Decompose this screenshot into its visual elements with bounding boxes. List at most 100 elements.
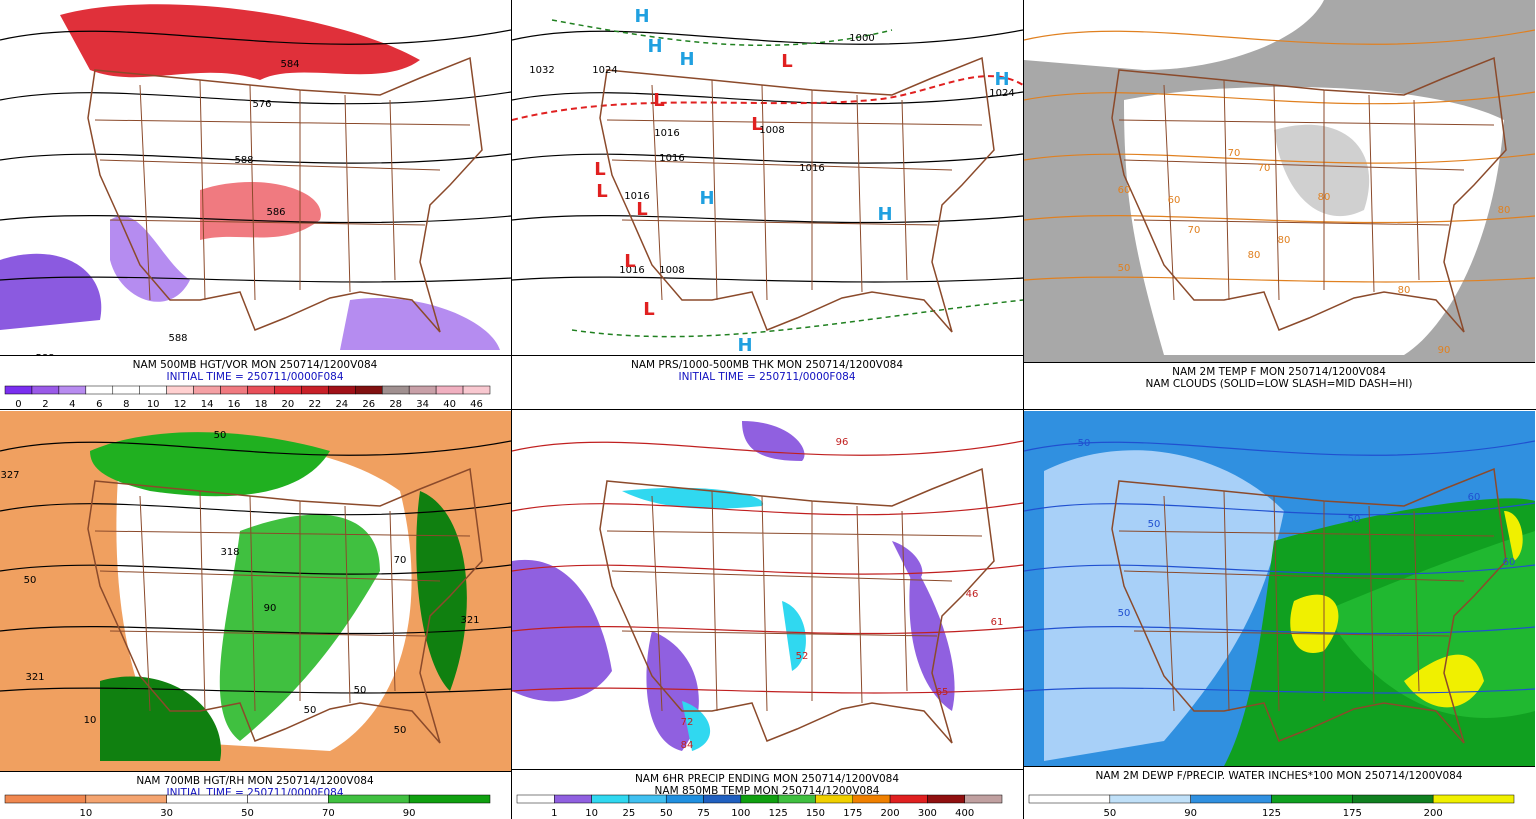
colorbar-swatch <box>112 385 140 395</box>
colorbar-label: 300 <box>918 808 937 819</box>
colorbar-swatch <box>554 794 592 804</box>
contour-label: 1024 <box>989 88 1014 99</box>
contour-label: 60 <box>1503 557 1516 568</box>
colorbar-swatch <box>740 794 779 804</box>
panel-caption: INITIAL TIME = 250711/0000F084 <box>678 371 855 383</box>
shaded-field <box>1324 531 1535 718</box>
colorbar-swatch <box>328 794 410 804</box>
colorbar-label: 12 <box>174 399 187 410</box>
colorbar-label: 46 <box>470 399 483 410</box>
panel-caption: INITIAL TIME = 250711/0000F084 <box>166 371 343 383</box>
colorbar-label: 24 <box>335 399 348 410</box>
low-pressure-label: L <box>636 199 647 220</box>
contour-label: 72 <box>681 717 694 728</box>
map-background <box>512 411 1023 769</box>
contour-label: 90 <box>1438 345 1451 356</box>
contour-line <box>1024 215 1535 224</box>
contour-line <box>0 626 511 635</box>
colorbar-label: 90 <box>403 808 416 819</box>
map-panel: 584 576 588 586 588 588 NAM 500MB HGT/VOR MON … <box>0 0 511 410</box>
shaded-field <box>512 559 955 751</box>
contour-label: 70 <box>1188 225 1201 236</box>
colorbar-swatch <box>193 385 221 395</box>
colorbar-label: 34 <box>416 399 429 410</box>
map-area: 327 321 50 318 50 90 321 70 50 50 50 10 <box>0 411 511 771</box>
panel-caption: NAM PRS/1000-500MB THK MON 250714/1200V0… <box>631 359 903 371</box>
colorbar-label: 6 <box>96 399 102 410</box>
shaded-field <box>200 181 321 240</box>
colorbar-label: 10 <box>147 399 160 410</box>
colorbar-swatch <box>1271 794 1353 804</box>
map-panel: 1032 1024 1016 1016 1016 1008 1000 1016 1008 1024… <box>512 0 1023 383</box>
panel-caption: NAM 850MB TEMP MON 250714/1200V084 <box>655 785 880 797</box>
colorbar-swatch <box>85 794 167 804</box>
contour-label: 50 <box>1078 438 1091 449</box>
colorbar-label: 2 <box>42 399 48 410</box>
shaded-field <box>742 421 923 581</box>
colorbar-swatch <box>408 385 437 395</box>
colorbar-label: 14 <box>201 399 214 410</box>
contour-label: 46 <box>966 589 979 600</box>
map-panel: 50 50 50 60 60 50 NAM 2M DEWP F/PRECIP. WATER … <box>1024 411 1535 819</box>
colorbar-label: 28 <box>389 399 402 410</box>
colorbar-swatch <box>139 385 167 395</box>
contour-label: 70 <box>1228 148 1241 159</box>
shaded-field <box>110 215 500 350</box>
colorbar-swatch <box>247 794 329 804</box>
contour-label: 588 <box>234 155 253 166</box>
colorbar-swatch <box>4 794 87 804</box>
contour-label: 80 <box>1398 285 1411 296</box>
contour-label: 60 <box>1168 195 1181 206</box>
contour-label: 10 <box>84 715 97 726</box>
colorbar-label: 26 <box>362 399 375 410</box>
contour-label: 1000 <box>849 33 874 44</box>
contour-label: 1008 <box>759 125 784 136</box>
country-outline <box>87 467 483 744</box>
contour-label: 50 <box>304 705 317 716</box>
contour-label: 588 <box>35 353 54 364</box>
contour-line <box>0 153 511 164</box>
colorbar-swatch <box>1432 794 1515 804</box>
high-pressure-label: H <box>737 335 752 356</box>
map-panel: 96 46 61 52 65 72 84 NAM 6HR PRECIP ENDING MON … <box>512 411 1023 819</box>
contour-label: 1008 <box>659 265 684 276</box>
colorbar-swatch <box>927 794 965 804</box>
contour-line <box>512 29 1023 45</box>
thickness-line <box>551 19 1023 338</box>
panel-caption: NAM CLOUDS (SOLID=LOW SLASH=MID DASH=HI) <box>1145 378 1412 390</box>
colorbar-swatch <box>381 385 410 395</box>
contour-label: 318 <box>220 547 239 558</box>
contour-label: 50 <box>1348 514 1361 525</box>
colorbar-label: 400 <box>955 808 974 819</box>
state-lines <box>606 79 983 301</box>
contour-label: 1016 <box>654 128 679 139</box>
colorbar-swatch <box>1352 794 1434 804</box>
contour-label: 84 <box>681 740 694 751</box>
high-pressure-label: H <box>647 36 662 57</box>
colorbar-label: 18 <box>255 399 268 410</box>
contour-line <box>512 626 1023 635</box>
shaded-field <box>100 491 467 761</box>
contour-line <box>0 215 511 224</box>
high-pressure-label: H <box>679 49 694 70</box>
contour-label: 61 <box>991 617 1004 628</box>
colorbar-swatch <box>462 385 491 395</box>
map-area: 96 46 61 52 65 72 84 <box>512 411 1023 769</box>
contour-label: 52 <box>796 651 809 662</box>
colorbar-swatch <box>4 385 33 395</box>
colorbar-swatch <box>889 794 928 804</box>
colorbar-swatch <box>964 794 1003 804</box>
colorbar-swatch <box>1109 794 1191 804</box>
colorbar-swatch <box>777 794 816 804</box>
low-pressure-label: L <box>781 51 792 72</box>
panel-caption: NAM 6HR PRECIP ENDING MON 250714/1200V08… <box>635 773 899 785</box>
contour-label: 90 <box>264 603 277 614</box>
colorbar-swatch <box>1028 794 1111 804</box>
colorbar-label: 22 <box>308 399 321 410</box>
contour-label: 80 <box>1248 250 1261 261</box>
contour-line <box>1024 502 1535 516</box>
contour-line <box>1024 564 1535 575</box>
colorbar-label: 4 <box>69 399 75 410</box>
colorbar-swatch <box>815 794 854 804</box>
contour-label: 70 <box>1258 163 1271 174</box>
